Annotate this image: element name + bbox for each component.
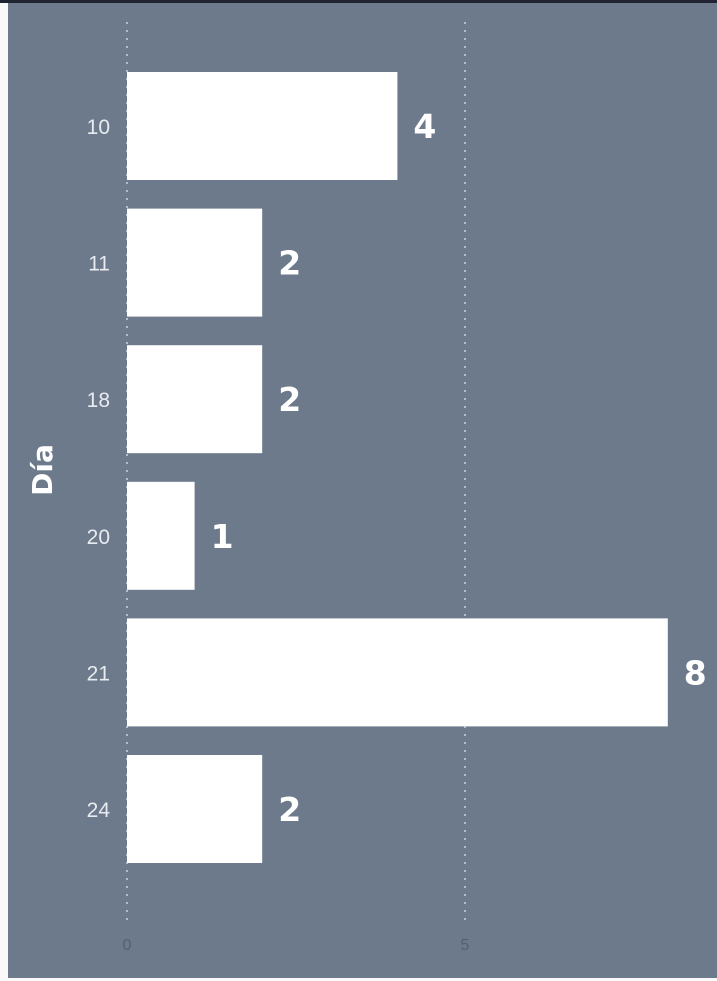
data-label-11: 2 (278, 244, 301, 283)
data-label-24: 2 (278, 790, 301, 829)
bar-11 (127, 208, 263, 317)
gridlines (126, 22, 466, 922)
category-label-10: 10 (87, 116, 110, 139)
data-label-18: 2 (278, 380, 301, 419)
data-label-20: 1 (211, 517, 234, 556)
bar-18 (127, 345, 263, 454)
category-label-24: 24 (87, 799, 111, 822)
x-tick-label: 5 (461, 937, 470, 954)
bar-24 (127, 755, 263, 863)
x-tick-label: 0 (123, 937, 132, 954)
category-label-18: 18 (87, 389, 110, 412)
data-label-10: 4 (413, 107, 436, 146)
bar-20 (127, 481, 195, 590)
category-labels: 10 11 18 20 21 24 (87, 116, 111, 822)
category-label-21: 21 (87, 662, 110, 685)
data-labels: 4 2 2 1 8 2 (211, 107, 707, 829)
category-label-11: 11 (88, 253, 110, 276)
bar-21 (127, 618, 668, 727)
top-border (0, 0, 717, 3)
y-axis-title: Día (26, 444, 59, 496)
data-label-21: 8 (684, 653, 707, 692)
category-label-20: 20 (87, 526, 110, 549)
bars (127, 72, 668, 863)
bar-10 (127, 72, 398, 180)
